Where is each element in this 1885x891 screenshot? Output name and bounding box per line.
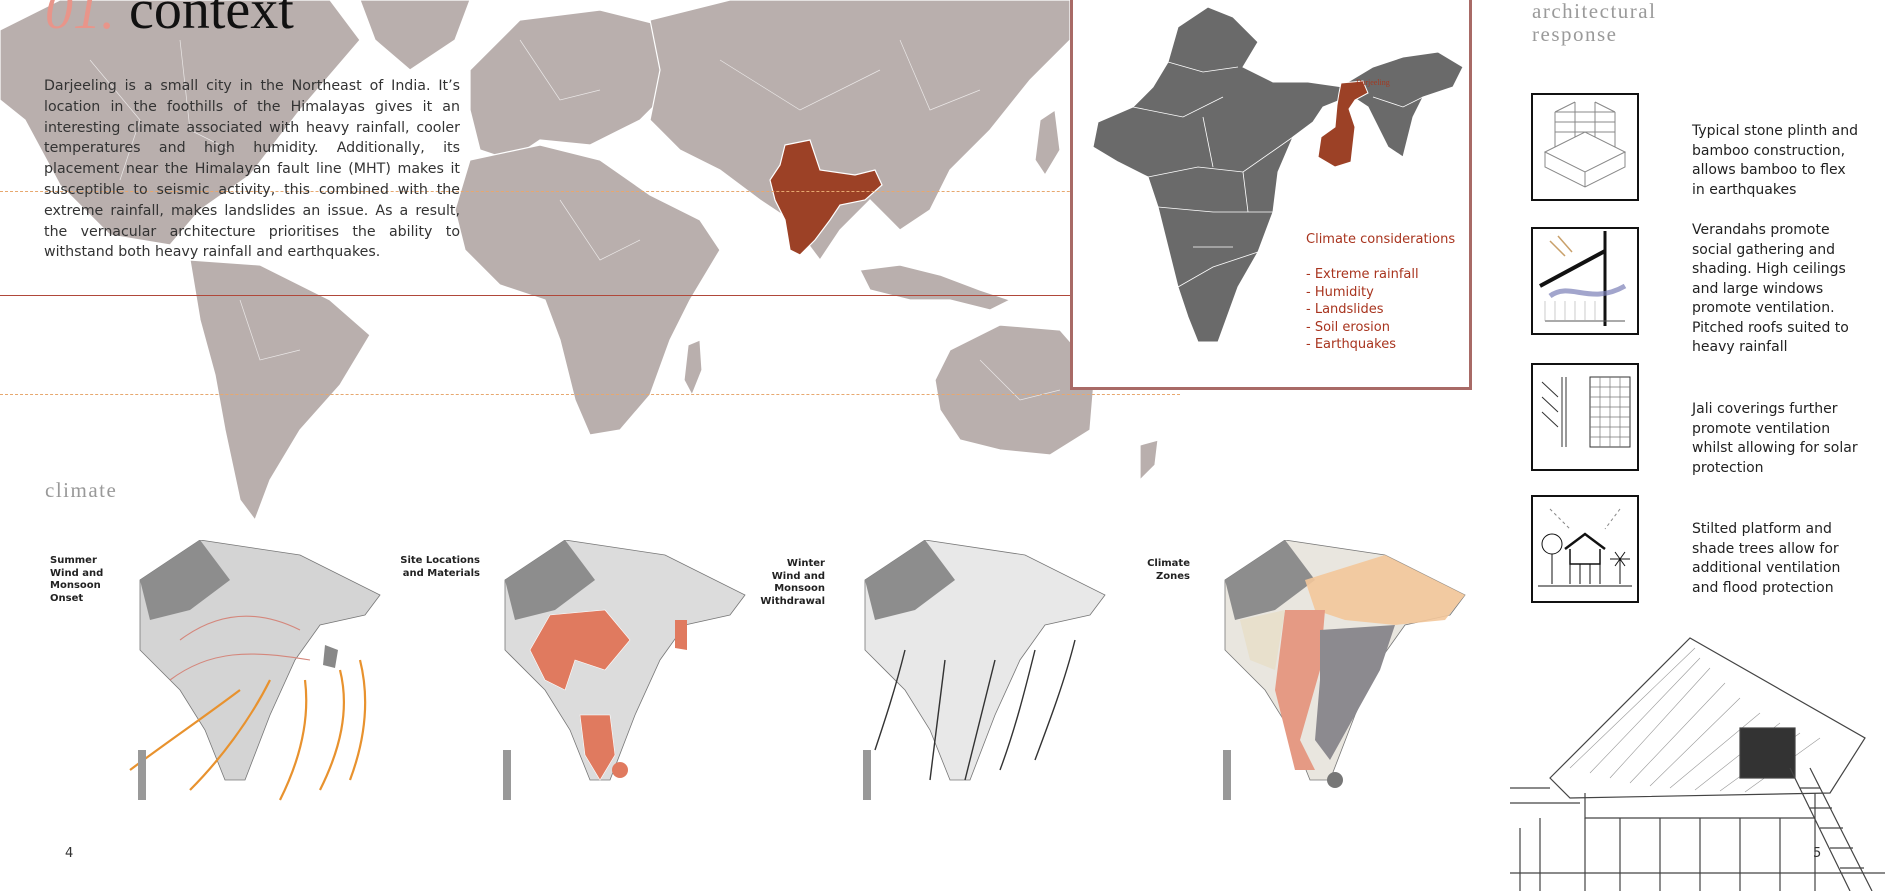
india-highlight bbox=[769, 139, 883, 256]
japan-landmass bbox=[1034, 108, 1061, 177]
response-text-3: Jali coverings further promote ventilati… bbox=[1692, 401, 1858, 476]
intro-paragraph: Darjeeling is a small city in the Northe… bbox=[44, 78, 460, 261]
section-number: 01. bbox=[45, 0, 115, 41]
page-title: 01. context bbox=[45, 0, 294, 42]
new-zealand-landmass bbox=[1139, 439, 1159, 482]
greenland-landmass bbox=[359, 0, 471, 71]
site-locations-map bbox=[503, 540, 746, 800]
panel-title-winter-wind: Winter Wind and Monsoon Withdrawal bbox=[760, 558, 825, 607]
south-america-landmass bbox=[189, 259, 371, 522]
architectural-response-heading: architectural response bbox=[1532, 0, 1657, 46]
north-america-landmass bbox=[0, 0, 361, 246]
indonesia-landmass bbox=[859, 264, 1012, 311]
africa-landmass bbox=[454, 144, 721, 436]
winter-wind-map bbox=[863, 540, 1106, 800]
tropic-of-capricorn-line bbox=[0, 394, 1180, 395]
response-text-2: Verandahs promote social gathering and s… bbox=[1692, 222, 1849, 355]
equator-line bbox=[0, 295, 1180, 296]
page-number-left: 4 bbox=[65, 846, 74, 861]
australia-landmass bbox=[934, 324, 1096, 456]
climate-considerations-list: - Extreme rainfall - Humidity - Landslid… bbox=[1306, 266, 1419, 354]
consideration-item: - Earthquakes bbox=[1306, 337, 1396, 352]
world-map bbox=[0, 0, 1159, 522]
darjeeling-label: Darjeeling bbox=[1356, 78, 1390, 87]
section-word: context bbox=[129, 0, 294, 41]
darjeeling-highlight bbox=[1317, 80, 1369, 168]
madagascar-landmass bbox=[683, 339, 703, 397]
tropic-of-cancer-line bbox=[0, 191, 1180, 192]
panel-title-summer-wind: Summer Wind and Monsoon Onset bbox=[50, 555, 104, 604]
stilted-hut-illustration bbox=[1510, 637, 1885, 891]
consideration-item: - Humidity bbox=[1306, 284, 1374, 300]
summer-wind-map bbox=[129, 540, 381, 801]
bamboo-frame-icon bbox=[1531, 93, 1639, 201]
consideration-item: - Extreme rainfall bbox=[1306, 267, 1419, 282]
panel-title-site-locations: Site Locations and Materials bbox=[400, 555, 480, 579]
response-text-4: Stilted platform and shade trees allow f… bbox=[1692, 521, 1841, 596]
india-states-map bbox=[1092, 6, 1464, 343]
verandah-section-icon bbox=[1531, 227, 1639, 335]
climate-considerations-title: Climate considerations bbox=[1306, 232, 1456, 247]
page-number-right: 5 bbox=[1813, 846, 1822, 861]
consideration-item: - Soil erosion bbox=[1306, 319, 1390, 335]
jali-screen-icon bbox=[1531, 363, 1639, 471]
asia-landmass bbox=[649, 0, 1071, 262]
stilted-house-icon bbox=[1531, 495, 1639, 603]
panel-title-climate-zones: Climate Zones bbox=[1147, 558, 1190, 582]
india-inset-frame bbox=[1070, 0, 1472, 390]
response-text-1: Typical stone plinth and bamboo construc… bbox=[1692, 123, 1859, 198]
climate-zones-map bbox=[1223, 540, 1466, 800]
climate-heading: climate bbox=[45, 478, 118, 502]
consideration-item: - Landslides bbox=[1306, 302, 1384, 317]
